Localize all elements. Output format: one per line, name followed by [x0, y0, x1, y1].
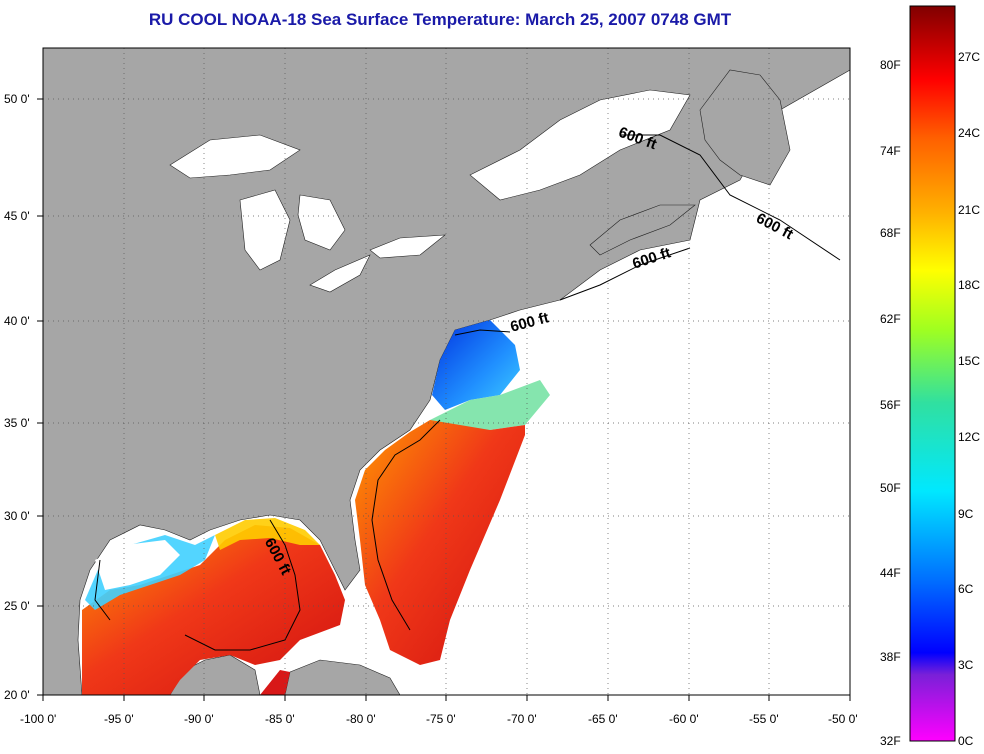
- colorbar-c-label: 15C: [958, 354, 981, 368]
- lon-label: -100 0': [20, 712, 57, 726]
- colorbar-f-label: 74F: [880, 144, 901, 158]
- sst-nearshore-band: [215, 518, 320, 550]
- colorbar-f-label: 32F: [880, 734, 901, 748]
- colorbar-c-label: 24C: [958, 126, 981, 140]
- land-nova-scotia: [589, 204, 696, 256]
- colorbar: [909, 5, 956, 742]
- colorbar-f-label: 56F: [880, 398, 901, 412]
- great-lakes: [169, 89, 691, 293]
- colorbar-c-label: 27C: [958, 50, 981, 64]
- lat-label: 25 0': [4, 599, 30, 613]
- lat-label: 35 0': [4, 416, 30, 430]
- lon-label: -85 0': [265, 712, 295, 726]
- lon-label: -75 0': [426, 712, 456, 726]
- colorbar-c-label: 9C: [958, 507, 974, 521]
- lon-label: -70 0': [507, 712, 537, 726]
- colorbar-c-label: 0C: [958, 734, 974, 748]
- lat-label: 40 0': [4, 314, 30, 328]
- colorbar-c-label: 21C: [958, 203, 981, 217]
- sst-cold-shelf: [432, 320, 520, 410]
- lon-label: -50 0': [828, 712, 858, 726]
- axis-ticks: [37, 98, 851, 701]
- lat-label: 30 0': [4, 509, 30, 523]
- lon-label: -80 0': [346, 712, 376, 726]
- colorbar-f-label: 38F: [880, 650, 901, 664]
- sst-gulf-of-mexico: [82, 525, 345, 695]
- colorbar-f-label: 62F: [880, 312, 901, 326]
- colorbar-c-label: 18C: [958, 278, 981, 292]
- sst-gulf-stream: [355, 420, 525, 665]
- lat-label: 50 0': [4, 92, 30, 106]
- colorbar-f-label: 68F: [880, 226, 901, 240]
- lat-label: 45 0': [4, 209, 30, 223]
- cloud-gap-gulf: [95, 540, 180, 590]
- lon-label: -60 0': [669, 712, 699, 726]
- land-cuba: [284, 659, 401, 695]
- sst-caribbean: [260, 670, 290, 695]
- colorbar-c-label: 3C: [958, 658, 974, 672]
- colorbar-f-label: 80F: [880, 58, 901, 72]
- colorbar-c-label: 6C: [958, 582, 974, 596]
- lon-label: -95 0': [104, 712, 134, 726]
- map-title: RU COOL NOAA-18 Sea Surface Temperature:…: [148, 10, 732, 29]
- land-newfoundland: [699, 69, 791, 186]
- lon-label: -55 0': [749, 712, 779, 726]
- depth-contour-600ft: [94, 134, 841, 651]
- lat-label: 20 0': [4, 688, 30, 702]
- lon-label: -90 0': [184, 712, 214, 726]
- colorbar-f-label: 44F: [880, 566, 901, 580]
- lon-label: -65 0': [588, 712, 618, 726]
- colorbar-c-label: 12C: [958, 430, 981, 444]
- colorbar-f-label: 50F: [880, 481, 901, 495]
